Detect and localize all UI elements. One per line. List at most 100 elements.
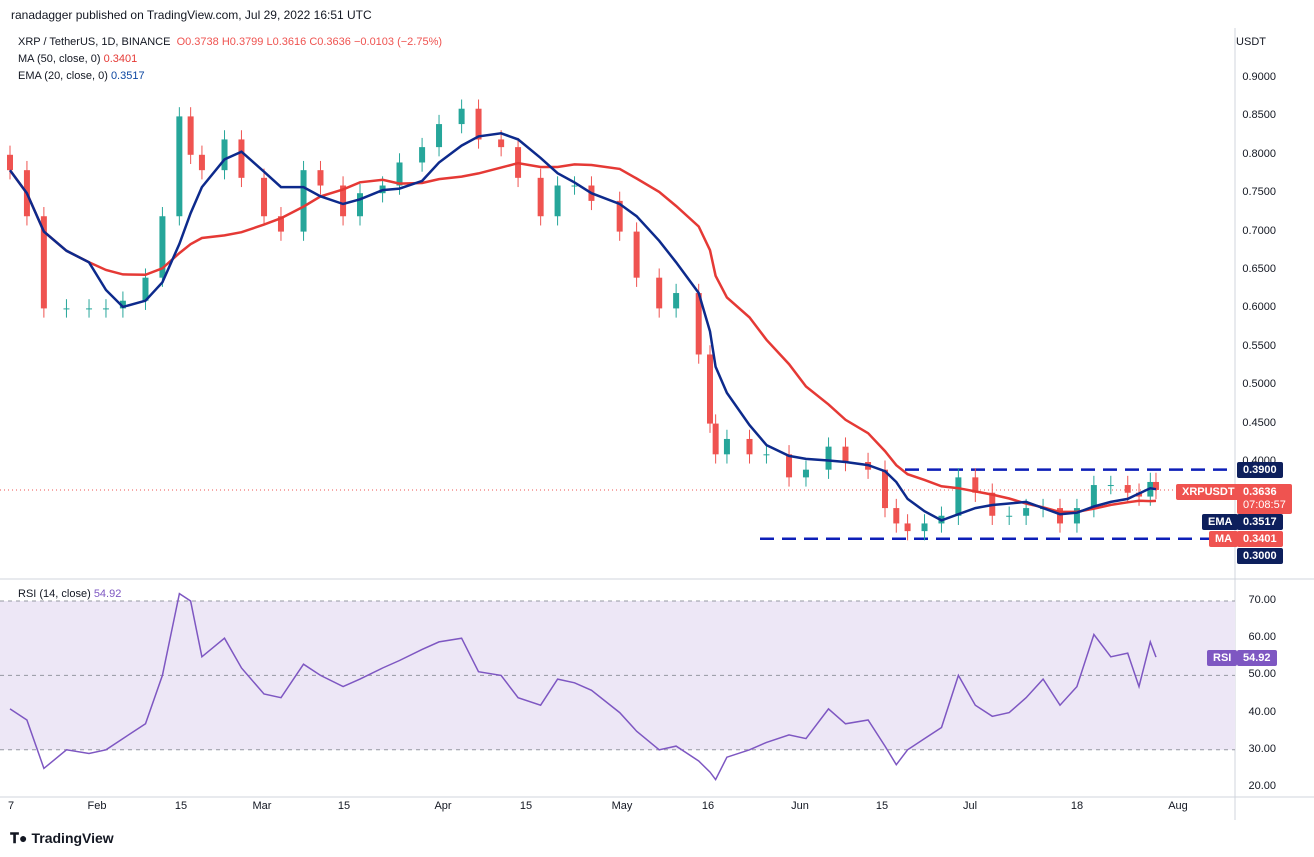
tradingview-logo[interactable]: 𝐓● TradingView [10, 830, 114, 847]
candle-body [317, 170, 324, 186]
rsi-tick-label: 60.00 [1248, 631, 1276, 644]
price-tick-label: 0.7500 [1242, 186, 1276, 199]
candle-body [340, 185, 347, 217]
candle-body [63, 308, 70, 310]
ma-legend-value: 0.3401 [103, 53, 138, 65]
rsi-tick-label: 30.00 [1248, 742, 1276, 755]
price-tick-label: 0.6000 [1242, 301, 1276, 314]
candle-body [475, 108, 482, 140]
candle-body [396, 162, 403, 186]
candle-body [436, 124, 443, 148]
publish-info: ranadagger published on TradingView.com,… [11, 8, 372, 22]
candle-body [277, 216, 284, 232]
candle-body [746, 438, 753, 455]
ma-legend-label: MA (50, close, 0) [18, 53, 101, 65]
ema-name-tag: EMA [1202, 514, 1239, 530]
ema-value-tag: 0.3517 [1237, 514, 1283, 530]
candle-body [1124, 485, 1131, 493]
time-tick-label: Aug [1168, 800, 1188, 812]
tradingview-brand-text: TradingView [31, 830, 114, 846]
time-tick-label: 18 [1070, 800, 1084, 812]
countdown-value: 07:08:57 [1243, 499, 1286, 511]
ma-name-tag: MA [1209, 531, 1239, 547]
candle-body [673, 293, 680, 309]
rsi-tick-label: 20.00 [1248, 780, 1276, 792]
candle-body [972, 477, 979, 493]
time-tick-label: May [611, 800, 633, 812]
candle-body [616, 200, 623, 232]
candle-body [119, 300, 126, 309]
candle-body [1057, 508, 1063, 524]
high-value: H0.3799 [221, 36, 264, 48]
rsi-legend-label: RSI (14, close) [18, 588, 91, 600]
rsi-tick-label: 50.00 [1248, 668, 1276, 681]
currency-label: USDT [1236, 36, 1266, 48]
candle-body [802, 469, 809, 478]
candle-body [882, 469, 888, 509]
symbol-legend: XRP / TetherUS, 1D, BINANCE O0.3738 H0.3… [18, 36, 442, 48]
time-tick-label: 16 [701, 800, 715, 812]
ema-legend: EMA (20, close, 0) 0.3517 [18, 70, 145, 82]
candle-body [40, 216, 47, 309]
support-level-tag: 0.3000 [1237, 548, 1283, 564]
rsi-legend: RSI (14, close) 54.92 [18, 588, 121, 600]
candle-body [571, 185, 578, 187]
ema-20-line [8, 132, 1157, 522]
candle-body [1152, 481, 1159, 490]
candle-body [86, 308, 93, 310]
candle-body [825, 446, 832, 470]
candle-body [893, 508, 900, 524]
candle-body [238, 139, 245, 178]
candle-body [712, 423, 719, 455]
rsi-legend-value: 54.92 [93, 588, 122, 600]
time-tick-label: Jul [962, 800, 978, 812]
candle-body [7, 154, 13, 171]
rsi-tick-label: 70.00 [1248, 594, 1276, 606]
candle-body [102, 308, 109, 310]
ma-50-line [8, 161, 1157, 514]
candle-body [142, 277, 149, 301]
candle-body [723, 438, 730, 455]
tradingview-logo-icon: 𝐓● [10, 830, 28, 846]
candle-body [159, 216, 166, 278]
ema-legend-value: 0.3517 [110, 70, 145, 82]
price-tick-label: 0.6500 [1242, 263, 1276, 275]
candle-body [198, 154, 205, 171]
time-tick-label: 15 [875, 800, 889, 812]
candle-body [357, 193, 363, 217]
symbol-name: XRP / TetherUS, 1D, BINANCE [18, 36, 171, 48]
ma-value-tag: 0.3401 [1237, 531, 1283, 547]
open-value: O0.3738 [176, 36, 219, 48]
rsi-line [9, 592, 1157, 782]
last-price-tag: 0.3636 07:08:57 [1237, 484, 1292, 514]
candle-body [695, 293, 702, 355]
low-value: L0.3616 [266, 36, 307, 48]
time-tick-label: Mar [252, 800, 272, 812]
ema-legend-label: EMA (20, close, 0) [18, 70, 108, 82]
candle-body [656, 277, 663, 309]
time-tick-label: Jun [791, 800, 809, 812]
candle-body [633, 231, 640, 278]
close-value: C0.3636 [309, 36, 351, 48]
price-tick-label: 0.7000 [1242, 224, 1276, 237]
candle-body [221, 139, 228, 171]
candle-body [419, 147, 426, 163]
candle-body [261, 177, 268, 217]
price-tick-label: 0.5000 [1242, 378, 1276, 391]
candle-body [498, 139, 505, 148]
candle-body [786, 454, 793, 478]
rsi-value-tag: 54.92 [1237, 650, 1277, 666]
price-tick-label: 0.8500 [1242, 109, 1276, 122]
price-tick-label: 0.4500 [1242, 416, 1276, 429]
time-tick-label: 15 [337, 800, 351, 812]
price-tick-label: 0.5500 [1242, 339, 1276, 352]
time-tick-label: 15 [519, 800, 533, 812]
time-tick-label: Feb [87, 800, 107, 812]
candle-body [1023, 508, 1030, 516]
time-tick-label: 15 [174, 800, 188, 812]
candle-body [458, 108, 465, 125]
price-tick-label: 0.8000 [1242, 147, 1276, 160]
candle-body [176, 116, 183, 217]
time-tick-label: Apr [434, 800, 452, 812]
